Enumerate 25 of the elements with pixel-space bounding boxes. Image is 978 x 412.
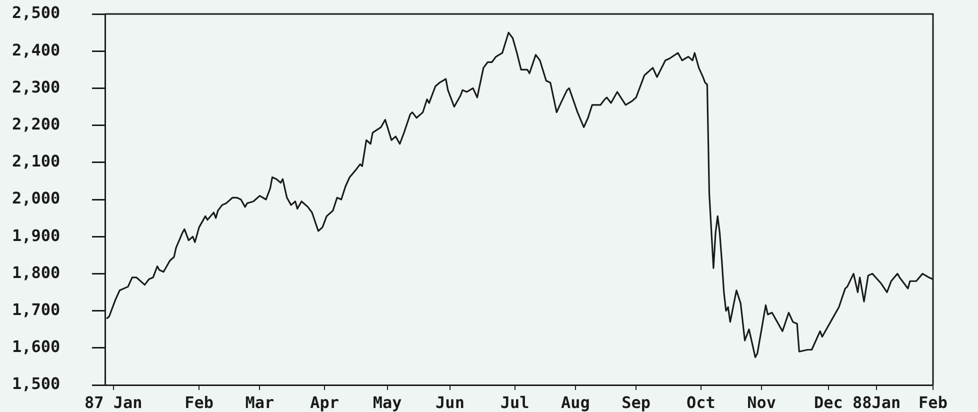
- x-tick-label: Nov: [747, 392, 776, 412]
- x-tick-label: 88Jan: [852, 392, 901, 412]
- x-tick-label: Oct: [686, 392, 716, 412]
- y-tick-label: 2,200: [12, 114, 60, 134]
- x-tick-label: Aug: [561, 392, 590, 412]
- x-tick-label: Jul: [500, 392, 530, 412]
- x-tick-label: Jun: [436, 392, 464, 412]
- x-tick-label: Apr: [310, 392, 339, 412]
- y-tick-label: 2,500: [12, 3, 60, 22]
- y-tick-label: 1,700: [12, 300, 60, 319]
- y-tick-label: 2,400: [12, 40, 60, 60]
- y-tick-label: 2,000: [12, 188, 60, 208]
- x-tick-label: Feb: [918, 392, 948, 412]
- x-tick-label: 87 Jan: [84, 392, 142, 412]
- x-tick-label: Sep: [622, 392, 651, 412]
- y-tick-label: 2,100: [12, 152, 60, 171]
- x-tick-label: Mar: [245, 392, 274, 412]
- y-tick-label: 2,300: [12, 77, 60, 96]
- y-tick-label: 1,600: [12, 337, 60, 356]
- x-tick-label: May: [372, 392, 402, 412]
- y-tick-label: 1,800: [12, 262, 60, 282]
- y-tick-label: 1,900: [12, 226, 60, 245]
- y-tick-label: 1,500: [12, 374, 60, 394]
- x-tick-label: Dec: [814, 392, 843, 412]
- x-tick-label: Feb: [184, 392, 214, 412]
